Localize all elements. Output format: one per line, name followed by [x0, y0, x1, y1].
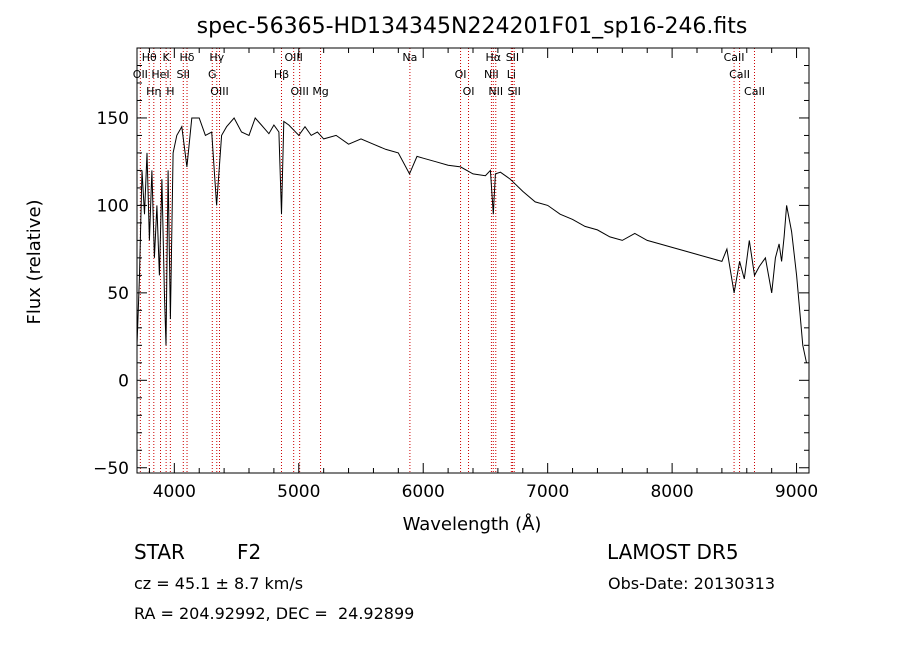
y-tick-label: 0 — [118, 371, 129, 391]
spectral-line-label: OII — [133, 68, 148, 81]
x-axis-label: Wavelength (Å) — [403, 513, 542, 535]
spectral-line-label: G — [208, 68, 217, 81]
spectral-line-labels: HθOIIHηKHeIHHδSIIOIIIHγGOIIIOIIIHβMgNaOI… — [133, 51, 765, 98]
x-tick-label: 5000 — [277, 482, 320, 502]
spectral-line-label: Hη — [146, 85, 161, 98]
plot-frame — [136, 47, 810, 474]
y-tick-label: 50 — [107, 284, 129, 304]
spectral-line-label: Na — [402, 51, 417, 64]
x-tick-label: 7000 — [526, 482, 569, 502]
spectral-lines — [139, 48, 755, 473]
redshift-velocity: cz = 45.1 ± 8.7 km/s — [134, 574, 304, 593]
spectral-line-label: OIII — [210, 85, 228, 98]
spectral-line-label: Hβ — [274, 68, 289, 81]
x-tick-label: 6000 — [402, 482, 445, 502]
spectral-line-label: NII — [488, 85, 503, 98]
x-tick-label: 4000 — [153, 482, 196, 502]
spectral-line-label: SII — [507, 85, 520, 98]
y-axis-label: Flux (relative) — [24, 199, 45, 324]
spectral-line-label: OIII — [284, 51, 302, 64]
y-axis: −50 0 50 100 150 — [93, 64, 809, 479]
y-tick-label: 150 — [97, 109, 129, 129]
spectral-line-label: OI — [463, 85, 475, 98]
spectrum-line — [136, 117, 807, 363]
spectral-line-label: SII — [177, 68, 190, 81]
spectral-line-label: H — [166, 85, 174, 98]
spectral-line-label: Hθ — [142, 51, 157, 64]
spectral-line-label: Hγ — [209, 51, 224, 64]
y-tick-label: −50 — [93, 459, 129, 479]
survey-name: LAMOST DR5 — [607, 540, 739, 564]
x-tick-label: 8000 — [650, 482, 693, 502]
spectral-line-label: Hδ — [180, 51, 195, 64]
y-tick-label: 100 — [97, 196, 129, 216]
spectral-line-label: Mg — [312, 85, 328, 98]
spectral-line-label: HeI — [151, 68, 169, 81]
chart-title: spec-56365-HD134345N224201F01_sp16-246.f… — [197, 14, 748, 39]
spectral-line-label: K — [163, 51, 171, 64]
spectral-line-label: CaII — [744, 85, 765, 98]
x-tick-label: 9000 — [775, 482, 818, 502]
spectral-line-label: CaII — [729, 68, 750, 81]
spectral-subclass: F2 — [237, 540, 262, 564]
object-type: STAR — [134, 540, 185, 564]
spectral-line-label: OI — [455, 68, 467, 81]
spectral-line-label: Li — [507, 68, 516, 81]
spectral-line-label: OIII — [290, 85, 308, 98]
spectral-line-label: CaII — [724, 51, 745, 64]
spectral-line-label: NII — [484, 68, 499, 81]
x-axis: 4000 5000 6000 7000 8000 9000 — [148, 48, 818, 502]
coordinates: RA = 204.92992, DEC = 24.92899 — [134, 604, 415, 623]
spectral-line-label: SII — [506, 51, 519, 64]
spectral-line-label: Hα — [486, 51, 502, 64]
observation-date: Obs-Date: 20130313 — [608, 574, 776, 593]
